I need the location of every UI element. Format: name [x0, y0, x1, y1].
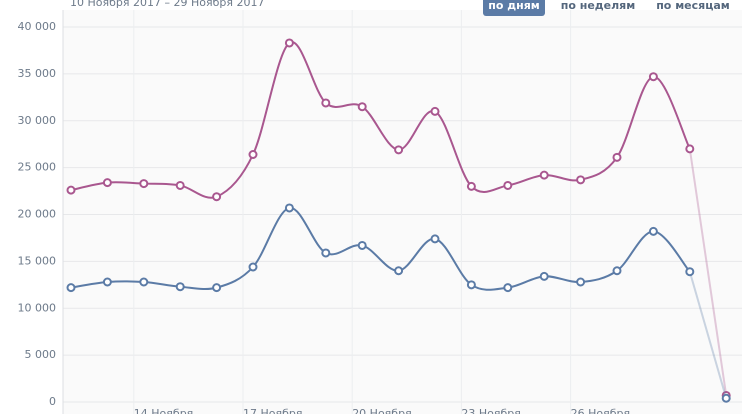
data-point	[212, 283, 222, 293]
data-point	[212, 192, 222, 202]
data-point	[66, 185, 76, 195]
data-point	[539, 271, 549, 281]
data-point	[721, 393, 731, 403]
data-point	[321, 248, 331, 258]
data-point	[430, 106, 440, 116]
y-tick-label: 5 000	[25, 348, 57, 361]
y-tick-label: 20 000	[18, 208, 57, 221]
data-point	[576, 277, 586, 287]
data-point	[394, 145, 404, 155]
data-point	[612, 266, 622, 276]
data-point	[576, 175, 586, 185]
y-tick-label: 40 000	[18, 20, 57, 33]
x-tick-label: 23 Ноября	[461, 407, 521, 414]
data-point	[539, 170, 549, 180]
data-point	[102, 178, 112, 188]
data-point	[430, 234, 440, 244]
x-tick-label: 20 Ноября	[352, 407, 412, 414]
data-point	[685, 144, 695, 154]
data-point	[248, 262, 258, 272]
period-button[interactable]: по неделям	[561, 0, 636, 12]
data-point	[357, 102, 367, 112]
x-tick-label: 17 Ноября	[243, 407, 303, 414]
data-point	[357, 240, 367, 250]
button-bg[interactable]	[483, 0, 545, 16]
y-tick-label: 15 000	[18, 254, 57, 267]
period-button[interactable]: по месяцам	[656, 0, 730, 12]
data-point	[66, 283, 76, 293]
data-point	[648, 226, 658, 236]
x-tick-label: 26 Ноября	[571, 407, 631, 414]
series-line-partial	[688, 271, 728, 399]
data-point	[139, 179, 149, 189]
data-point	[284, 203, 294, 213]
data-point	[175, 282, 185, 292]
data-point	[248, 150, 258, 159]
data-point	[503, 283, 513, 293]
data-point	[284, 38, 294, 48]
data-point	[466, 181, 476, 191]
series-line-partial	[688, 148, 728, 396]
x-tick-label: 14 Ноября	[134, 407, 194, 414]
data-point	[321, 98, 331, 108]
data-point	[648, 72, 658, 82]
data-point	[685, 267, 695, 277]
data-point	[394, 266, 404, 276]
y-tick-label: 0	[49, 395, 56, 408]
data-point	[102, 277, 112, 287]
data-point	[612, 152, 622, 162]
date-range: 10 Ноября 2017 – 29 Ноября 2017	[70, 0, 264, 9]
data-point	[466, 280, 476, 290]
data-point	[139, 277, 149, 287]
y-tick-label: 35 000	[18, 67, 57, 80]
plot-background	[63, 10, 742, 414]
data-point	[503, 180, 513, 190]
y-tick-label: 10 000	[18, 301, 57, 314]
period-button[interactable]: по дням	[488, 0, 540, 12]
y-tick-label: 25 000	[18, 161, 57, 174]
y-tick-label: 30 000	[18, 114, 57, 127]
data-point	[175, 180, 185, 190]
